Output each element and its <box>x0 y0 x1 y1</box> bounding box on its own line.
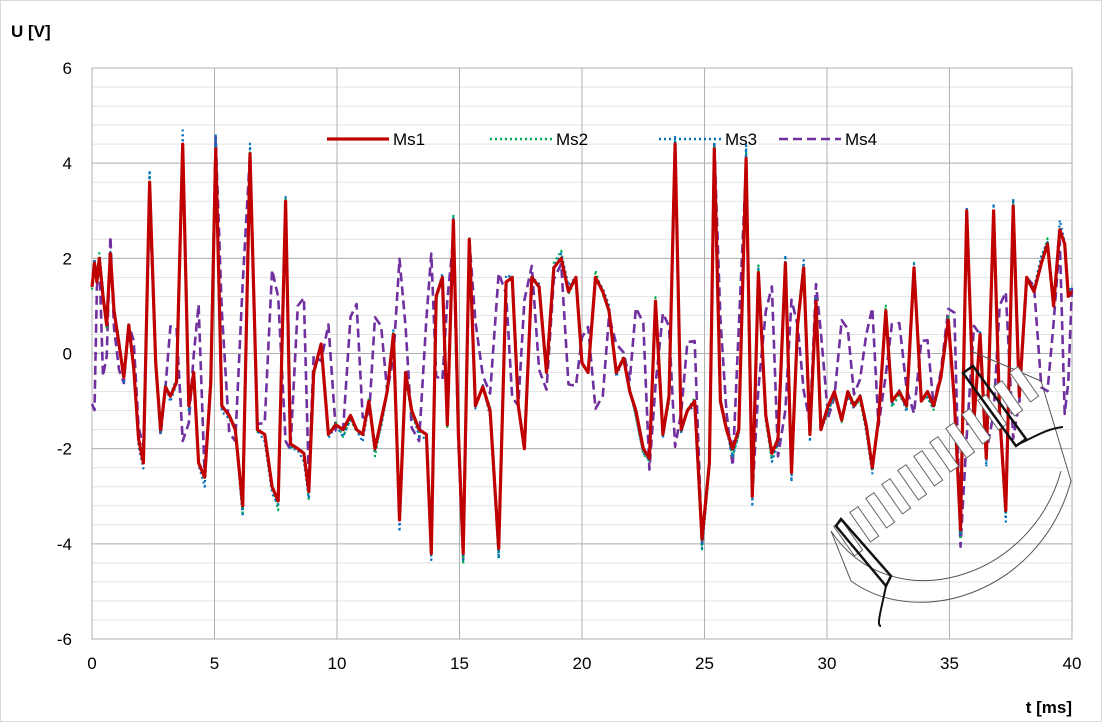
inset-slot <box>945 421 976 459</box>
inset-slot <box>865 491 896 529</box>
series-line-ms3 <box>90 129 1074 562</box>
inset-slot <box>881 477 912 515</box>
x-tick-label: 20 <box>573 654 592 673</box>
y-tick-label: -2 <box>57 440 72 459</box>
legend-label-ms4: Ms4 <box>845 130 877 149</box>
legend: Ms1 Ms2 Ms3 Ms4 <box>327 130 877 149</box>
y-tick-label: 2 <box>63 249 72 268</box>
inset-coil-bottom <box>834 516 893 589</box>
x-tick-label: 5 <box>210 654 219 673</box>
winding-sketch-inset <box>830 350 1072 627</box>
inset-slot <box>849 505 880 543</box>
inset-slot <box>897 463 928 501</box>
legend-label-ms1: Ms1 <box>393 130 425 149</box>
inset-lead-bottom <box>877 585 887 627</box>
inset-coil-top <box>961 364 1028 448</box>
inset-outline-arc <box>830 470 1062 581</box>
inset-drawing <box>830 350 1072 627</box>
legend-label-ms3: Ms3 <box>725 130 757 149</box>
x-tick-label: 15 <box>450 654 469 673</box>
x-tick-label: 30 <box>818 654 837 673</box>
x-tick-label: 25 <box>695 654 714 673</box>
x-axis-title: t [ms] <box>1026 698 1072 717</box>
x-tick-label: 0 <box>87 654 96 673</box>
inset-slot <box>913 449 944 487</box>
legend-label-ms2: Ms2 <box>556 130 588 149</box>
y-axis-title: U [V] <box>11 22 51 41</box>
x-tick-label: 40 <box>1063 654 1082 673</box>
series-layer <box>90 129 1074 566</box>
x-tick-label: 10 <box>328 654 347 673</box>
y-tick-label: 6 <box>63 59 72 78</box>
inset-slot <box>993 379 1024 417</box>
inset-lead-top <box>1020 426 1064 444</box>
inset-slot <box>929 435 960 473</box>
series-line-ms1 <box>90 142 1074 555</box>
y-tick-label: -6 <box>57 630 72 649</box>
x-tick-label: 35 <box>940 654 959 673</box>
y-tick-label: 4 <box>63 154 72 173</box>
inset-slot <box>961 407 992 445</box>
inset-slot <box>1009 365 1040 403</box>
inset-outline-body <box>830 350 1072 603</box>
y-tick-label: -4 <box>57 535 72 554</box>
y-tick-label: 0 <box>63 345 72 364</box>
